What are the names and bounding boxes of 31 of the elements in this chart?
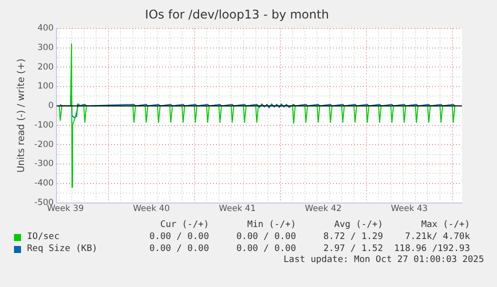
text: 118.96 /192.93 <box>393 244 470 254</box>
y-tick-label: -100 <box>34 120 54 130</box>
y-tick-label: -400 <box>34 178 54 189</box>
y-tick-label: 200 <box>37 62 54 72</box>
text: 8.72 / 1.29 <box>322 232 383 242</box>
text: 0.00 / 0.00 <box>148 232 209 242</box>
text: 7.21k/ 4.70k <box>404 232 470 242</box>
text: 0.00 / 0.00 <box>235 232 296 242</box>
text: 2.97 / 1.52 <box>322 244 383 254</box>
text: Last update: Mon Oct 27 01:00:03 2025 <box>282 255 484 265</box>
x-tick-label: Week 40 <box>132 204 170 214</box>
y-tick-label: 400 <box>37 24 54 34</box>
y-tick-label: 100 <box>37 82 54 92</box>
text: Cur (-/+) <box>159 220 209 230</box>
text: Min (-/+) <box>246 220 296 230</box>
text: Max (-/+) <box>420 220 470 230</box>
y-axis-title: Units read (-) / write (+) <box>16 58 28 173</box>
y-tick-label: -200 <box>34 140 54 150</box>
x-tick-label: Week 41 <box>218 204 256 214</box>
x-tick-label: Week 43 <box>390 204 428 214</box>
y-tick-label: 300 <box>37 42 54 53</box>
text: Avg (-/+) <box>333 220 383 230</box>
legend-label: Req Size (KB) <box>27 244 98 254</box>
text: 0.00 / 0.00 <box>235 244 296 254</box>
x-tick-label: Week 39 <box>46 204 84 214</box>
x-tick-label: Week 42 <box>304 204 342 214</box>
legend-label: IO/sec <box>27 232 60 242</box>
y-tick-label: -300 <box>34 159 54 170</box>
chart-title: IOs for /dev/loop13 - by month <box>145 7 329 22</box>
text: 0.00 / 0.00 <box>148 244 209 254</box>
y-tick-label: 0 <box>48 101 54 112</box>
